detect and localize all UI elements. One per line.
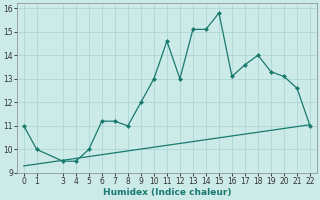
X-axis label: Humidex (Indice chaleur): Humidex (Indice chaleur): [103, 188, 231, 197]
